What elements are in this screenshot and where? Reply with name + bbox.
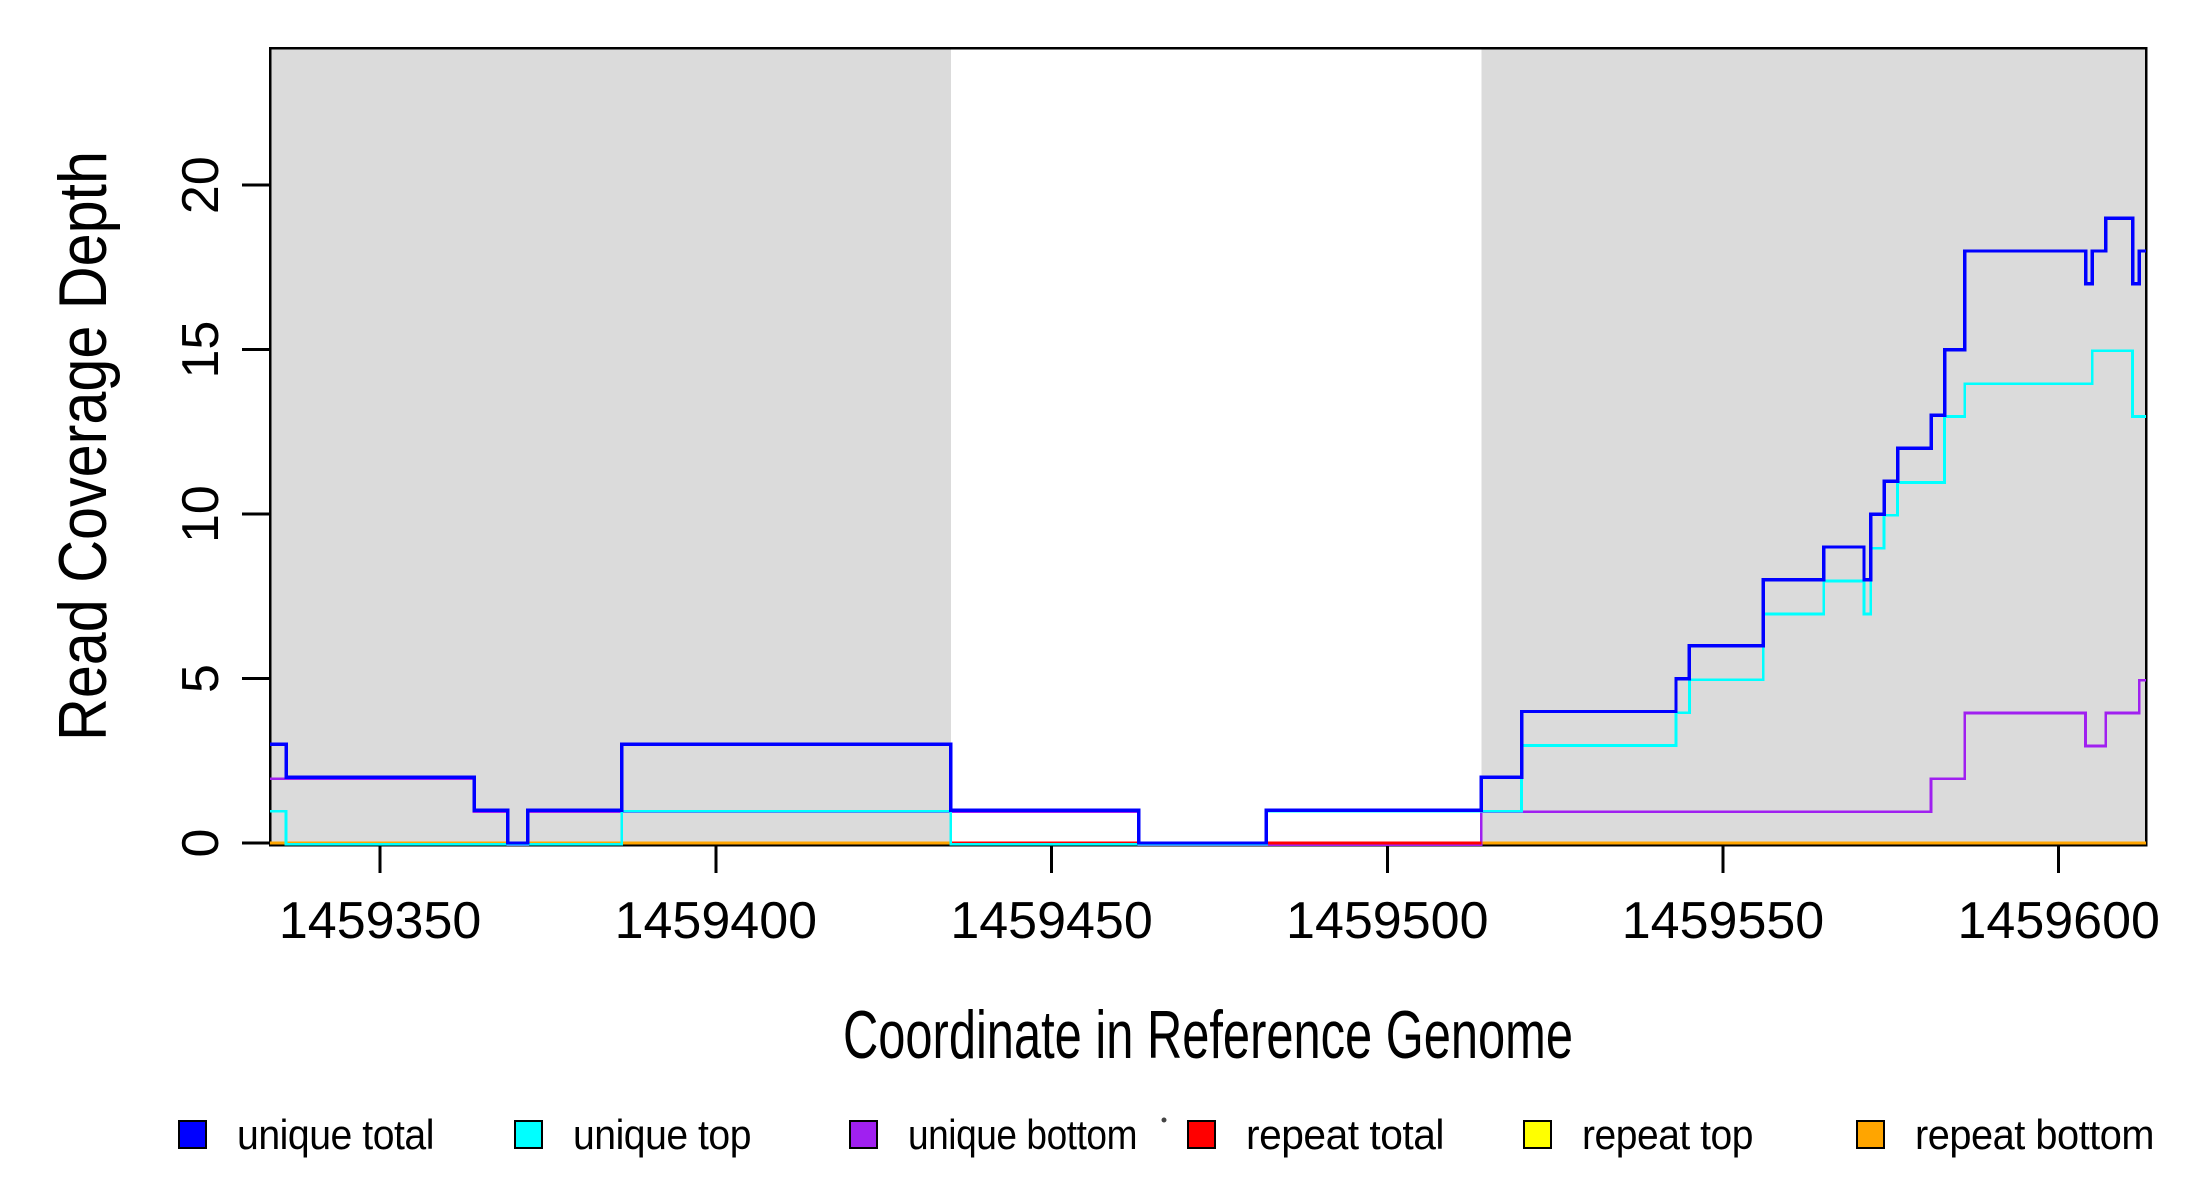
legend-label: repeat total: [1246, 1111, 1444, 1158]
legend-label: unique top: [573, 1111, 751, 1158]
shaded-region-1: [1481, 48, 2146, 845]
legend-label: repeat bottom: [1915, 1111, 2154, 1158]
series-line-unique-total: [270, 216, 2146, 845]
x-tick-label: 1459550: [1622, 892, 1824, 950]
legend-item-unique-bottom: unique bottom: [848, 1111, 1138, 1158]
legend-item-unique-total: unique total: [177, 1111, 435, 1158]
legend-label: repeat top: [1582, 1111, 1753, 1158]
legend-swatch-repeat-bottom: [1855, 1119, 1886, 1150]
legend-label: unique bottom: [908, 1111, 1137, 1158]
series-line-unique-top: [270, 349, 2146, 846]
legend-swatch-unique-bottom: [848, 1119, 879, 1150]
legend-item-repeat-bottom: repeat bottom: [1855, 1111, 2155, 1158]
x-tick-label: 1459350: [279, 892, 481, 950]
legend-item-repeat-top: repeat top: [1522, 1111, 1754, 1158]
shaded-region-0: [270, 48, 951, 845]
y-axis-title: Read Coverage Depth: [45, 151, 121, 741]
y-tick-label: 5: [172, 664, 230, 693]
x-tick-label: 1459500: [1286, 892, 1488, 950]
y-tick-label: 15: [172, 321, 230, 379]
legend: unique total unique top unique bottom repea…: [177, 1111, 2155, 1158]
y-tick-label: 20: [172, 156, 230, 214]
legend-swatch-unique-top: [513, 1119, 544, 1150]
legend-swatch-unique-total: [177, 1119, 208, 1150]
y-tick-label: 10: [172, 485, 230, 543]
legend-item-repeat-total: repeat total: [1186, 1111, 1445, 1158]
x-tick-label: 1459450: [950, 892, 1152, 950]
legend-swatch-repeat-total: [1186, 1119, 1217, 1150]
legend-item-unique-top: unique top: [513, 1111, 752, 1158]
x-tick-label: 1459400: [615, 892, 817, 950]
axis-ticks-layer: 1459350 1459400 1459450 1459500 1459550 14596…: [172, 156, 2160, 950]
legend-swatch-repeat-top: [1522, 1119, 1553, 1150]
y-tick-label: 0: [172, 829, 230, 858]
data-series-layer: [270, 216, 2146, 846]
shaded-regions-layer: [270, 48, 2146, 845]
stray-dot-artifact: [1161, 1117, 1167, 1123]
x-axis-title: Coordinate in Reference Genome: [843, 997, 1573, 1073]
x-tick-label: 1459600: [1957, 892, 2159, 950]
legend-label: unique total: [237, 1111, 434, 1158]
